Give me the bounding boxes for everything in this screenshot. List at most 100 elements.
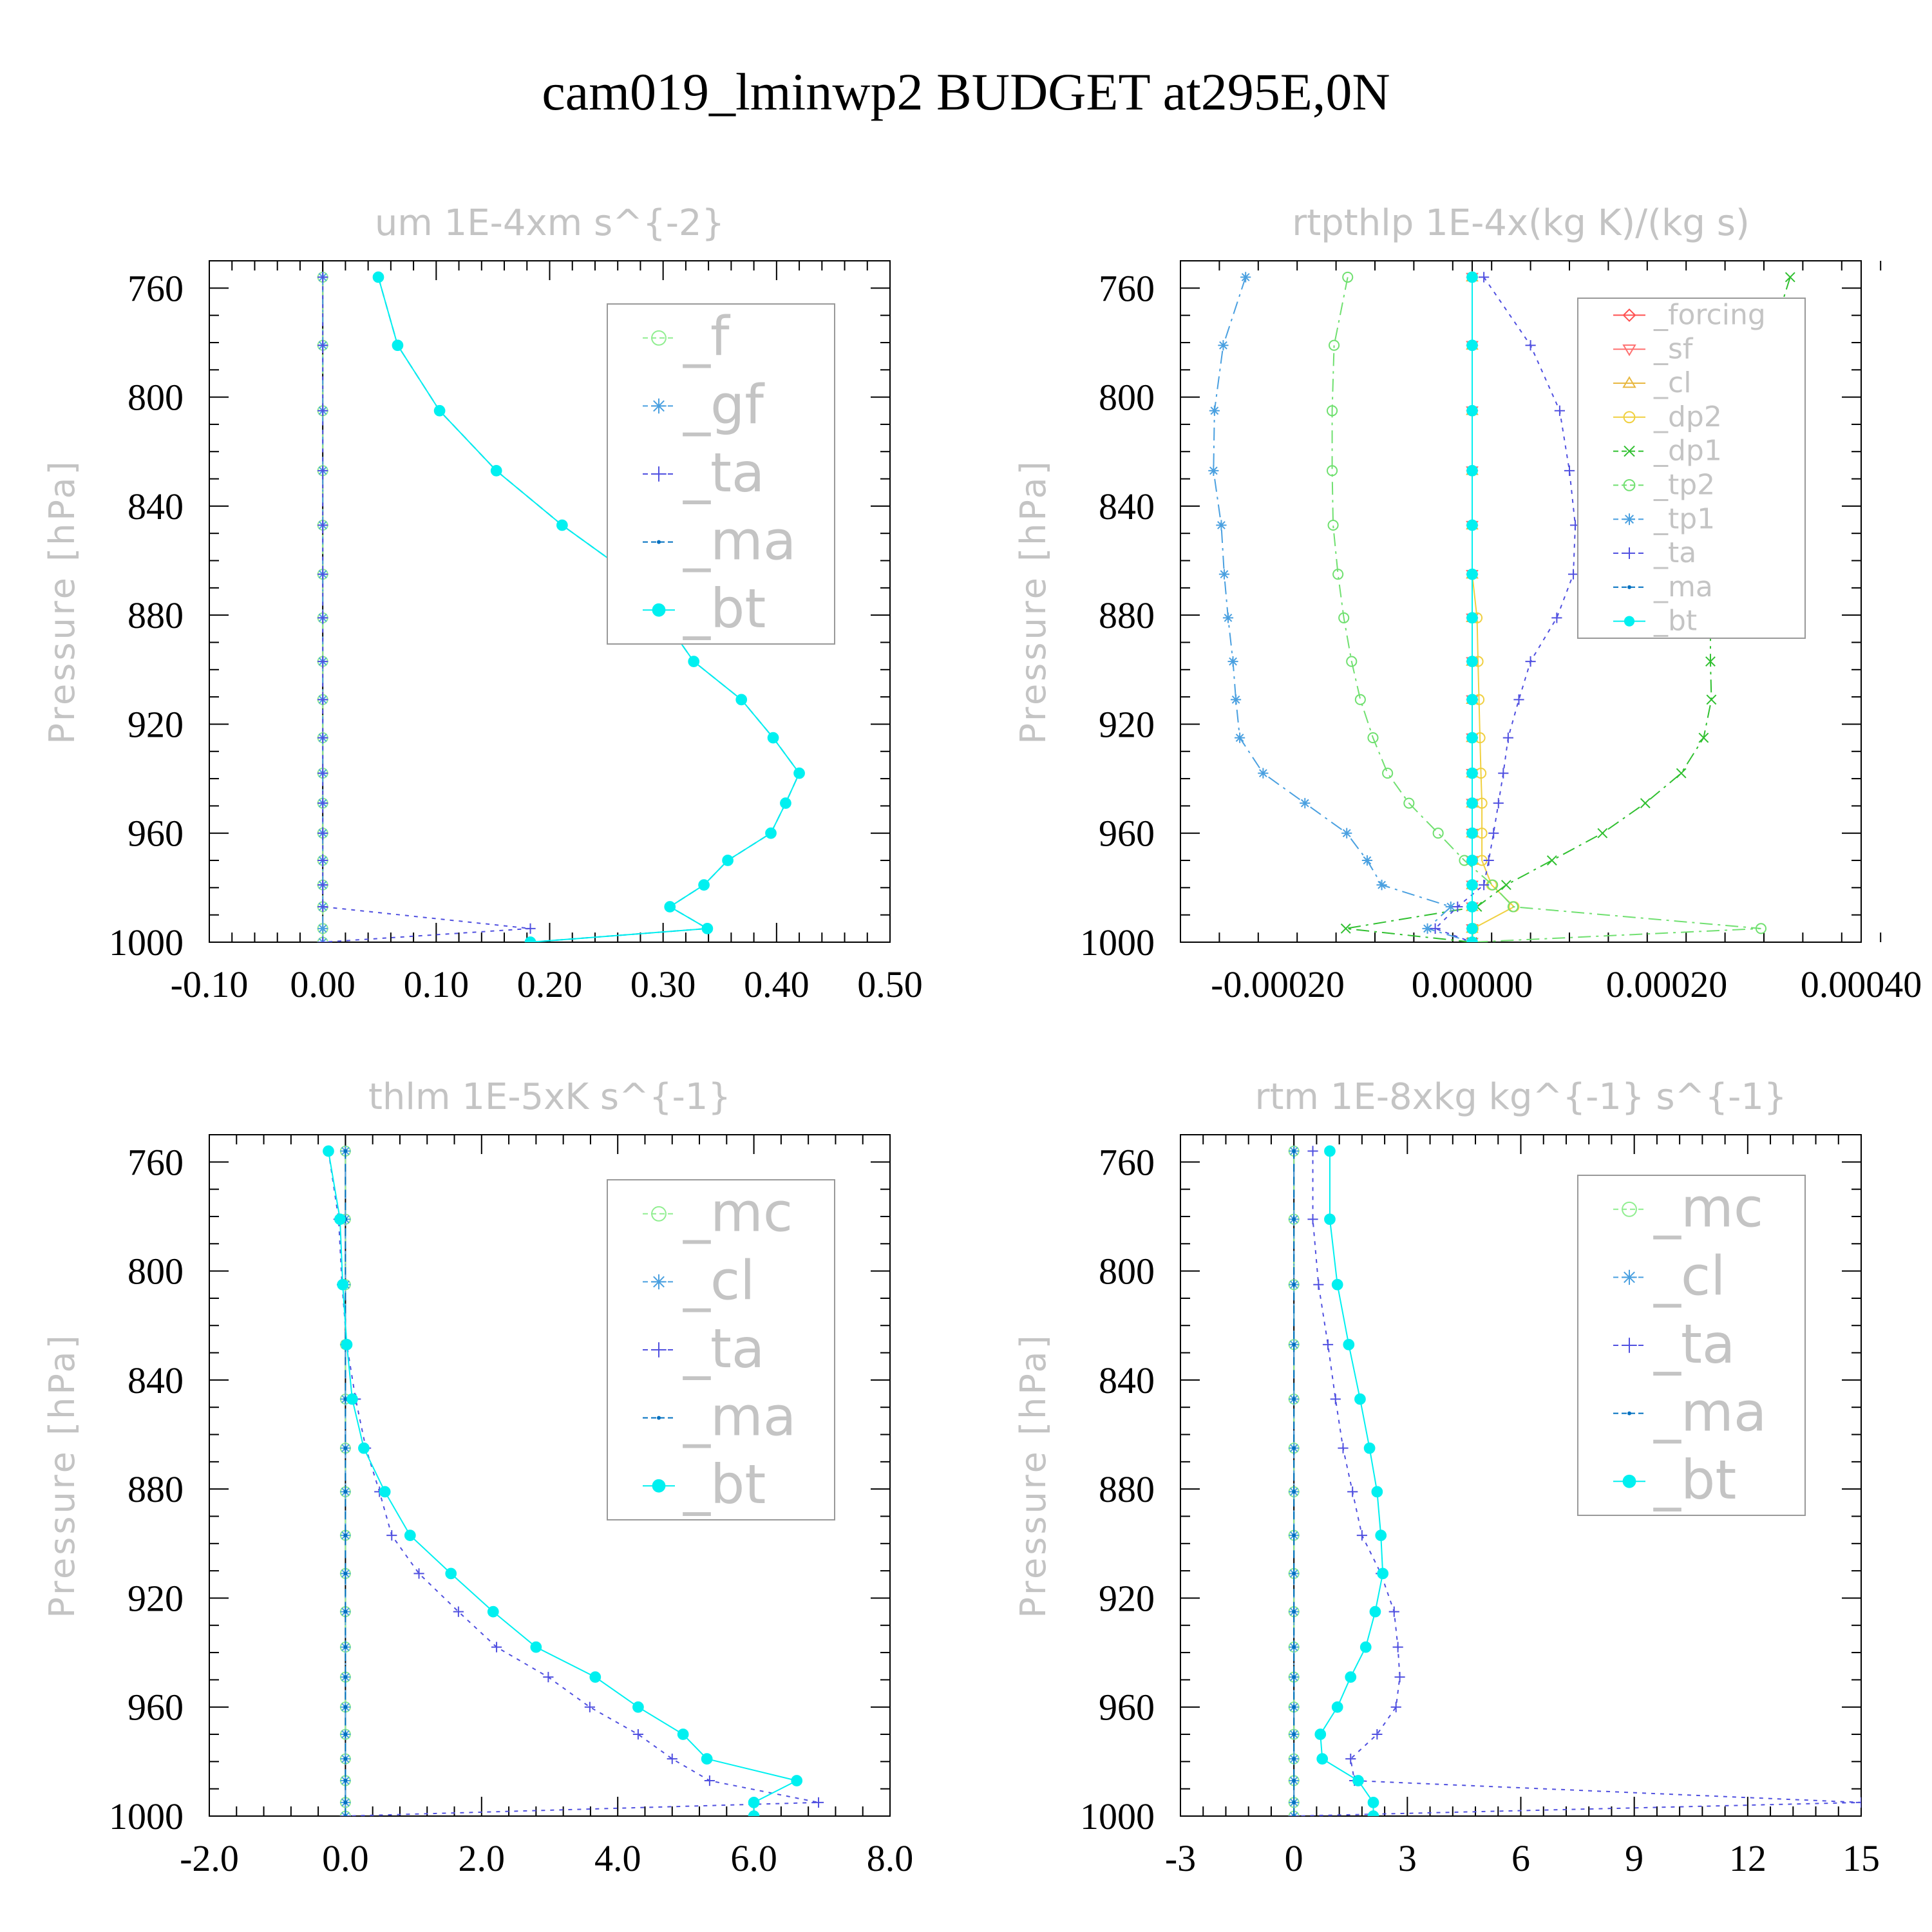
rtpthlp-point-dp1: [1676, 768, 1687, 779]
um-legend-label-ma: _ma: [683, 509, 796, 572]
thlm-x-tick-label: 4.0: [594, 1837, 641, 1879]
rtpthlp-point-dp1: [1340, 923, 1351, 934]
rtpthlp-y-tick-label: 840: [1099, 486, 1155, 527]
rtpthlp-legend-marker-dp1: [1624, 445, 1635, 457]
rtm-point-bt: [1343, 1339, 1355, 1350]
thlm-legend-marker-mc: [651, 1206, 667, 1222]
rtm-point-ta: [1356, 1530, 1367, 1541]
panel-rtm: rtm 1E-8xkg kg^{-1} s^{-1} Pressure [hPa]…: [1013, 1076, 1880, 1879]
um-legend-marker-ma: [657, 540, 661, 544]
um-point-bt: [767, 732, 779, 744]
rtm-point-ta: [1330, 1394, 1341, 1405]
rtpthlp-point-dp1: [1785, 272, 1795, 283]
thlm-point-ma: [343, 1397, 348, 1401]
thlm-point-bt: [334, 1213, 346, 1226]
rtpthlp-point-bt: [1466, 612, 1478, 624]
thlm-series-group: [323, 1145, 824, 1816]
um-point-ta: [525, 923, 536, 934]
rtpthlp-point-dp1: [1706, 694, 1717, 705]
rtm-legend-marker-cl: [1622, 1269, 1637, 1285]
rtpthlp-series-bt: [1466, 271, 1478, 942]
thlm-point-ma: [343, 1533, 348, 1538]
thlm-legend-marker-bt: [652, 1479, 666, 1493]
rtm-point-ma: [1292, 1800, 1296, 1804]
rtpthlp-point-ta: [1525, 340, 1536, 351]
rtpthlp-y-tick-label: 880: [1099, 594, 1155, 636]
rtpthlp-point-tp2: [1327, 405, 1338, 417]
um-legend-label-f: _f: [683, 305, 731, 368]
rtm-legend-label-ma: _ma: [1653, 1380, 1766, 1443]
rtpthlp-ticks: [1180, 260, 1882, 943]
panel-rtpthlp: rtpthlp 1E-4x(kg K)/(kg s) Pressure [hPa]…: [1013, 202, 1922, 1005]
panel-um: um 1E-4xm s^{-2} Pressure [hPa] 760 800 840 8…: [42, 202, 923, 1005]
rtm-legend-label-cl: _cl: [1653, 1244, 1726, 1307]
rtpthlp-legend-marker-forcing: [1622, 308, 1636, 322]
um-legend-label-ta: _ta: [683, 441, 764, 504]
rtpthlp-legend-label-tp1: _tp1: [1653, 502, 1715, 535]
um-panel-title: um 1E-4xm s^{-2}: [375, 202, 724, 244]
rtm-point-ma: [1292, 1571, 1296, 1576]
thlm-legend-label-ma: _ma: [683, 1385, 796, 1448]
um-point-bt: [688, 656, 700, 667]
rtm-point-ta: [1855, 1797, 1861, 1808]
rtpthlp-point-bt: [1466, 656, 1478, 667]
thlm-point-ma: [343, 1609, 348, 1614]
um-y-tick-label: 880: [128, 594, 184, 636]
um-y-tick-label: 800: [128, 377, 184, 419]
rtm-point-bt: [1367, 1796, 1379, 1808]
um-legend: _f_gf_ta_ma_bt: [607, 303, 835, 645]
rtpthlp-point-tp2: [1367, 732, 1379, 744]
rtm-x-tick-label: 6: [1511, 1837, 1530, 1879]
rtm-point-ta: [1388, 1606, 1399, 1617]
rtpthlp-legend-marker-ma: [1627, 585, 1631, 589]
rtm-point-ma: [1292, 1397, 1296, 1401]
thlm-point-ma: [343, 1705, 348, 1709]
rtpthlp-legend-label-sf: _sf: [1653, 332, 1694, 365]
thlm-legend-label-cl: _cl: [683, 1249, 755, 1312]
thlm-point-bt: [530, 1641, 542, 1653]
um-point-bt: [433, 404, 446, 417]
rtpthlp-y-tick-label: 920: [1099, 703, 1155, 745]
rtpthlp-point-bt: [1466, 404, 1478, 417]
rtpthlp-legend-marker-tp2: [1623, 479, 1636, 491]
thlm-point-ma: [343, 1757, 348, 1761]
thlm-point-ma: [343, 1149, 348, 1153]
rtm-legend-marker-ma: [1627, 1411, 1631, 1416]
rtpthlp-legend-marker-ta: [1624, 547, 1635, 559]
rtpthlp-point-dp1: [1501, 880, 1511, 891]
um-point-ta: [317, 612, 328, 623]
rtm-point-ma: [1292, 1217, 1296, 1222]
rtm-point-bt: [1352, 1775, 1364, 1786]
thlm-y-tick-label: 840: [128, 1359, 184, 1401]
um-x-tick-label: -0.10: [171, 963, 249, 1005]
thlm-point-bt: [341, 1339, 353, 1350]
rtm-point-ta: [1390, 1701, 1401, 1712]
rtpthlp-point-bt: [1466, 922, 1478, 934]
rtpthlp-point-ta: [1498, 768, 1509, 779]
rtpthlp-line-ta: [1434, 276, 1577, 942]
rtm-point-ma: [1292, 1490, 1296, 1494]
rtpthlp-legend-label-ta: _ta: [1653, 536, 1696, 569]
rtm-y-tick-label: 880: [1099, 1468, 1155, 1510]
um-legend-marker-ta: [651, 466, 667, 482]
rtpthlp-point-ta: [1483, 855, 1494, 866]
um-x-tick-label: 0.40: [744, 963, 810, 1005]
thlm-point-bt: [404, 1530, 416, 1541]
rtpthlp-y-tick-label: 1000: [1080, 922, 1155, 963]
rtm-point-bt: [1314, 1728, 1327, 1740]
rtm-point-bt: [1377, 1567, 1389, 1580]
um-point-ta: [317, 656, 328, 667]
thlm-y-tick-label: 960: [128, 1687, 184, 1728]
rtm-point-ma: [1292, 1732, 1296, 1737]
rtpthlp-point-tp1: [1222, 612, 1234, 623]
thlm-point-bt: [487, 1605, 499, 1618]
rtm-point-ma: [1292, 1609, 1296, 1614]
um-x-tick-label: 0.30: [630, 963, 696, 1005]
rtpthlp-point-bt: [1466, 855, 1478, 866]
rtpthlp-point-ta: [1479, 272, 1490, 283]
um-y-tick-label: 960: [128, 813, 184, 855]
rtpthlp-point-dp1: [1640, 798, 1651, 809]
rtpthlp-point-tp2: [1329, 339, 1340, 351]
thlm-y-axis-label: Pressure [hPa]: [42, 1332, 82, 1618]
